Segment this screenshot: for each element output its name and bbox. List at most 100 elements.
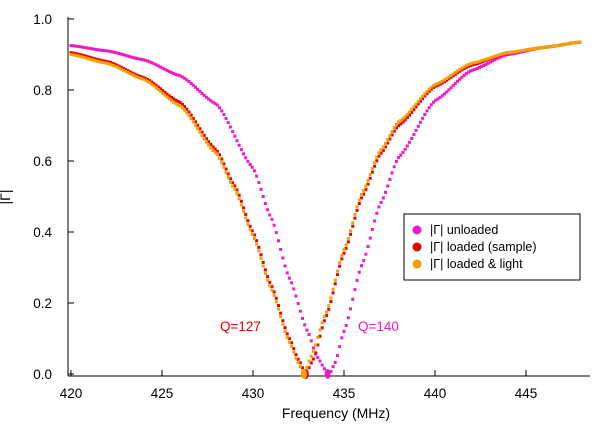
series-2-point <box>364 184 368 188</box>
series-1-point <box>191 116 195 120</box>
series-2-point <box>268 284 272 288</box>
series-1-point <box>193 120 197 124</box>
series-1-point <box>180 102 184 106</box>
series-0-point <box>294 294 298 298</box>
series-2-point <box>266 278 270 282</box>
series-2-point <box>521 49 525 53</box>
series-2-point <box>292 350 296 354</box>
series-1-point <box>355 208 359 212</box>
series-2-point <box>440 79 444 83</box>
series-1-point <box>349 232 353 236</box>
series-0-point <box>307 332 311 336</box>
series-2-point <box>320 321 324 325</box>
series-1-point <box>412 108 416 112</box>
series-1-point <box>344 246 348 250</box>
series-2-point <box>314 343 318 347</box>
series-2-point <box>298 365 302 369</box>
series-2-point <box>100 60 104 64</box>
series-1-point <box>362 192 366 196</box>
series-2-point <box>532 47 536 51</box>
series-0-point <box>189 81 193 85</box>
series-1-point <box>150 80 154 84</box>
x-tick-label-3: 435 <box>333 386 356 401</box>
series-2-point <box>499 52 503 56</box>
series-2-point <box>416 100 420 104</box>
series-0-point <box>268 213 272 217</box>
series-1-point <box>204 137 208 141</box>
series-2-point <box>279 315 283 319</box>
series-1-point <box>432 85 436 89</box>
series-0-point <box>423 113 427 117</box>
series-1-point <box>235 188 239 192</box>
series-2-point <box>370 167 374 171</box>
series-1-point <box>106 60 110 64</box>
y-tick-label-4: 0.8 <box>33 83 52 98</box>
series-0-point <box>438 95 442 99</box>
series-2-point <box>159 89 163 93</box>
series-1-point <box>95 57 99 61</box>
series-2-point <box>552 44 556 48</box>
series-0-point <box>135 56 139 60</box>
series-0-point <box>239 148 243 152</box>
series-2-point <box>331 287 335 291</box>
series-2-point <box>523 48 527 52</box>
series-2-point <box>390 129 394 133</box>
series-1-point <box>102 59 106 63</box>
series-0-point <box>285 271 289 275</box>
series-2-point <box>576 40 580 44</box>
series-2-point <box>259 256 263 260</box>
series-1-point <box>91 56 95 60</box>
series-1-point <box>331 291 335 295</box>
series-0-point <box>486 61 490 65</box>
series-2-point <box>257 249 261 253</box>
series-0-point <box>320 363 324 367</box>
series-2-point <box>357 198 361 202</box>
series-2-point <box>261 264 265 268</box>
series-1-point <box>233 184 237 188</box>
series-0-point <box>421 116 425 120</box>
series-2-point <box>515 50 519 54</box>
series-0-point <box>287 276 291 280</box>
series-2-point <box>338 261 342 265</box>
series-2-point <box>274 300 278 304</box>
series-1-point <box>434 84 438 88</box>
series-0-resonance-marker <box>324 369 331 379</box>
series-1-point <box>366 182 370 186</box>
series-0-point <box>71 44 75 48</box>
series-0-point <box>165 68 169 72</box>
series-2-point <box>386 138 390 142</box>
series-0-point <box>364 252 368 256</box>
series-2-point <box>495 54 499 58</box>
series-1-point <box>78 53 82 57</box>
series-2-point <box>458 68 462 72</box>
series-2-point <box>128 72 132 76</box>
series-1-point <box>375 159 379 163</box>
series-0-point <box>335 354 339 358</box>
series-0-point <box>132 56 136 60</box>
series-0-point <box>346 316 350 320</box>
series-2 <box>69 40 582 379</box>
series-2-point <box>346 236 350 240</box>
series-0-point <box>270 217 274 221</box>
series-0-point <box>414 128 418 132</box>
series-2-point <box>405 112 409 116</box>
series-1-point <box>296 357 300 361</box>
series-1-point <box>137 74 141 78</box>
series-1-point <box>392 129 396 133</box>
series-2-point <box>196 127 200 131</box>
series-0-point <box>493 58 497 62</box>
series-1-point <box>281 319 285 323</box>
series-0-point <box>169 71 173 75</box>
series-0-point <box>156 64 160 68</box>
series-2-point <box>434 82 438 86</box>
series-1-point <box>183 105 187 109</box>
series-2-point <box>333 278 337 282</box>
series-2-point <box>235 191 239 195</box>
series-0-point <box>440 94 444 98</box>
series-1-point <box>414 105 418 109</box>
series-2-point <box>460 66 464 70</box>
series-2-point <box>504 51 508 55</box>
series-0-point <box>82 45 86 49</box>
x-tick-label-1: 425 <box>151 386 174 401</box>
